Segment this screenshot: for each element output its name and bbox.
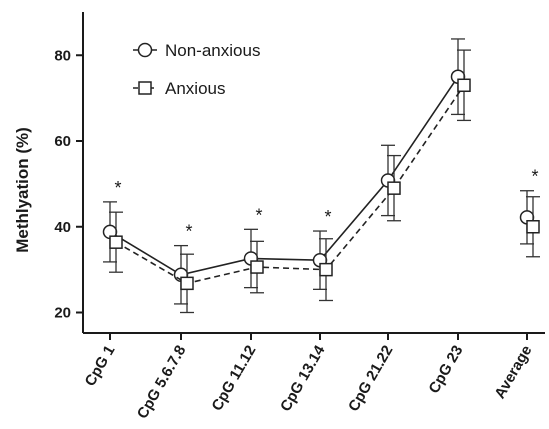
y-tick-label: 80 — [54, 47, 71, 64]
significance-star: * — [114, 178, 121, 198]
y-tick-label: 40 — [54, 219, 71, 236]
legend: Non-anxious Anxious — [133, 41, 260, 98]
x-tick-label: CpG 13.14 — [277, 342, 329, 415]
plot-area: * * * * * — [102, 38, 540, 314]
significance-star: * — [255, 205, 262, 225]
y-tick-label: 20 — [54, 305, 71, 322]
x-tick-label: CpG 1 — [82, 343, 119, 390]
y-tick-label: 60 — [54, 133, 71, 150]
x-tick-label: CpG 5.6.7.8 — [134, 343, 190, 422]
axes: 20 40 60 80 CpG 1 CpG 5.6.7.8 CpG 11.12 CpG 13.… — [54, 12, 545, 422]
series-line-2 — [115, 84, 465, 285]
significance-star: * — [324, 207, 331, 227]
data-point-square — [526, 220, 540, 234]
legend-label-anxious: Anxious — [165, 79, 225, 98]
legend-marker-circle — [137, 42, 153, 58]
data-point-square — [180, 276, 194, 291]
legend-marker-square — [138, 81, 152, 95]
y-axis-label: Methlyation (%) — [13, 127, 32, 253]
significance-star: * — [185, 222, 192, 242]
x-tick-label: CpG 21.22 — [345, 343, 396, 415]
data-point-square — [319, 262, 333, 277]
significance-star: * — [531, 167, 538, 187]
series-line-1 — [109, 76, 459, 276]
x-tick-label: CpG 11.12 — [208, 343, 259, 414]
data-point-square — [250, 260, 264, 274]
data-point-square — [109, 235, 123, 249]
data-point-square — [457, 78, 471, 93]
legend-label-non-anxious: Non-anxious — [165, 41, 260, 60]
x-tick-label: Average — [491, 343, 535, 402]
x-tick-label: CpG 23 — [425, 343, 466, 397]
data-point-square — [387, 181, 401, 195]
